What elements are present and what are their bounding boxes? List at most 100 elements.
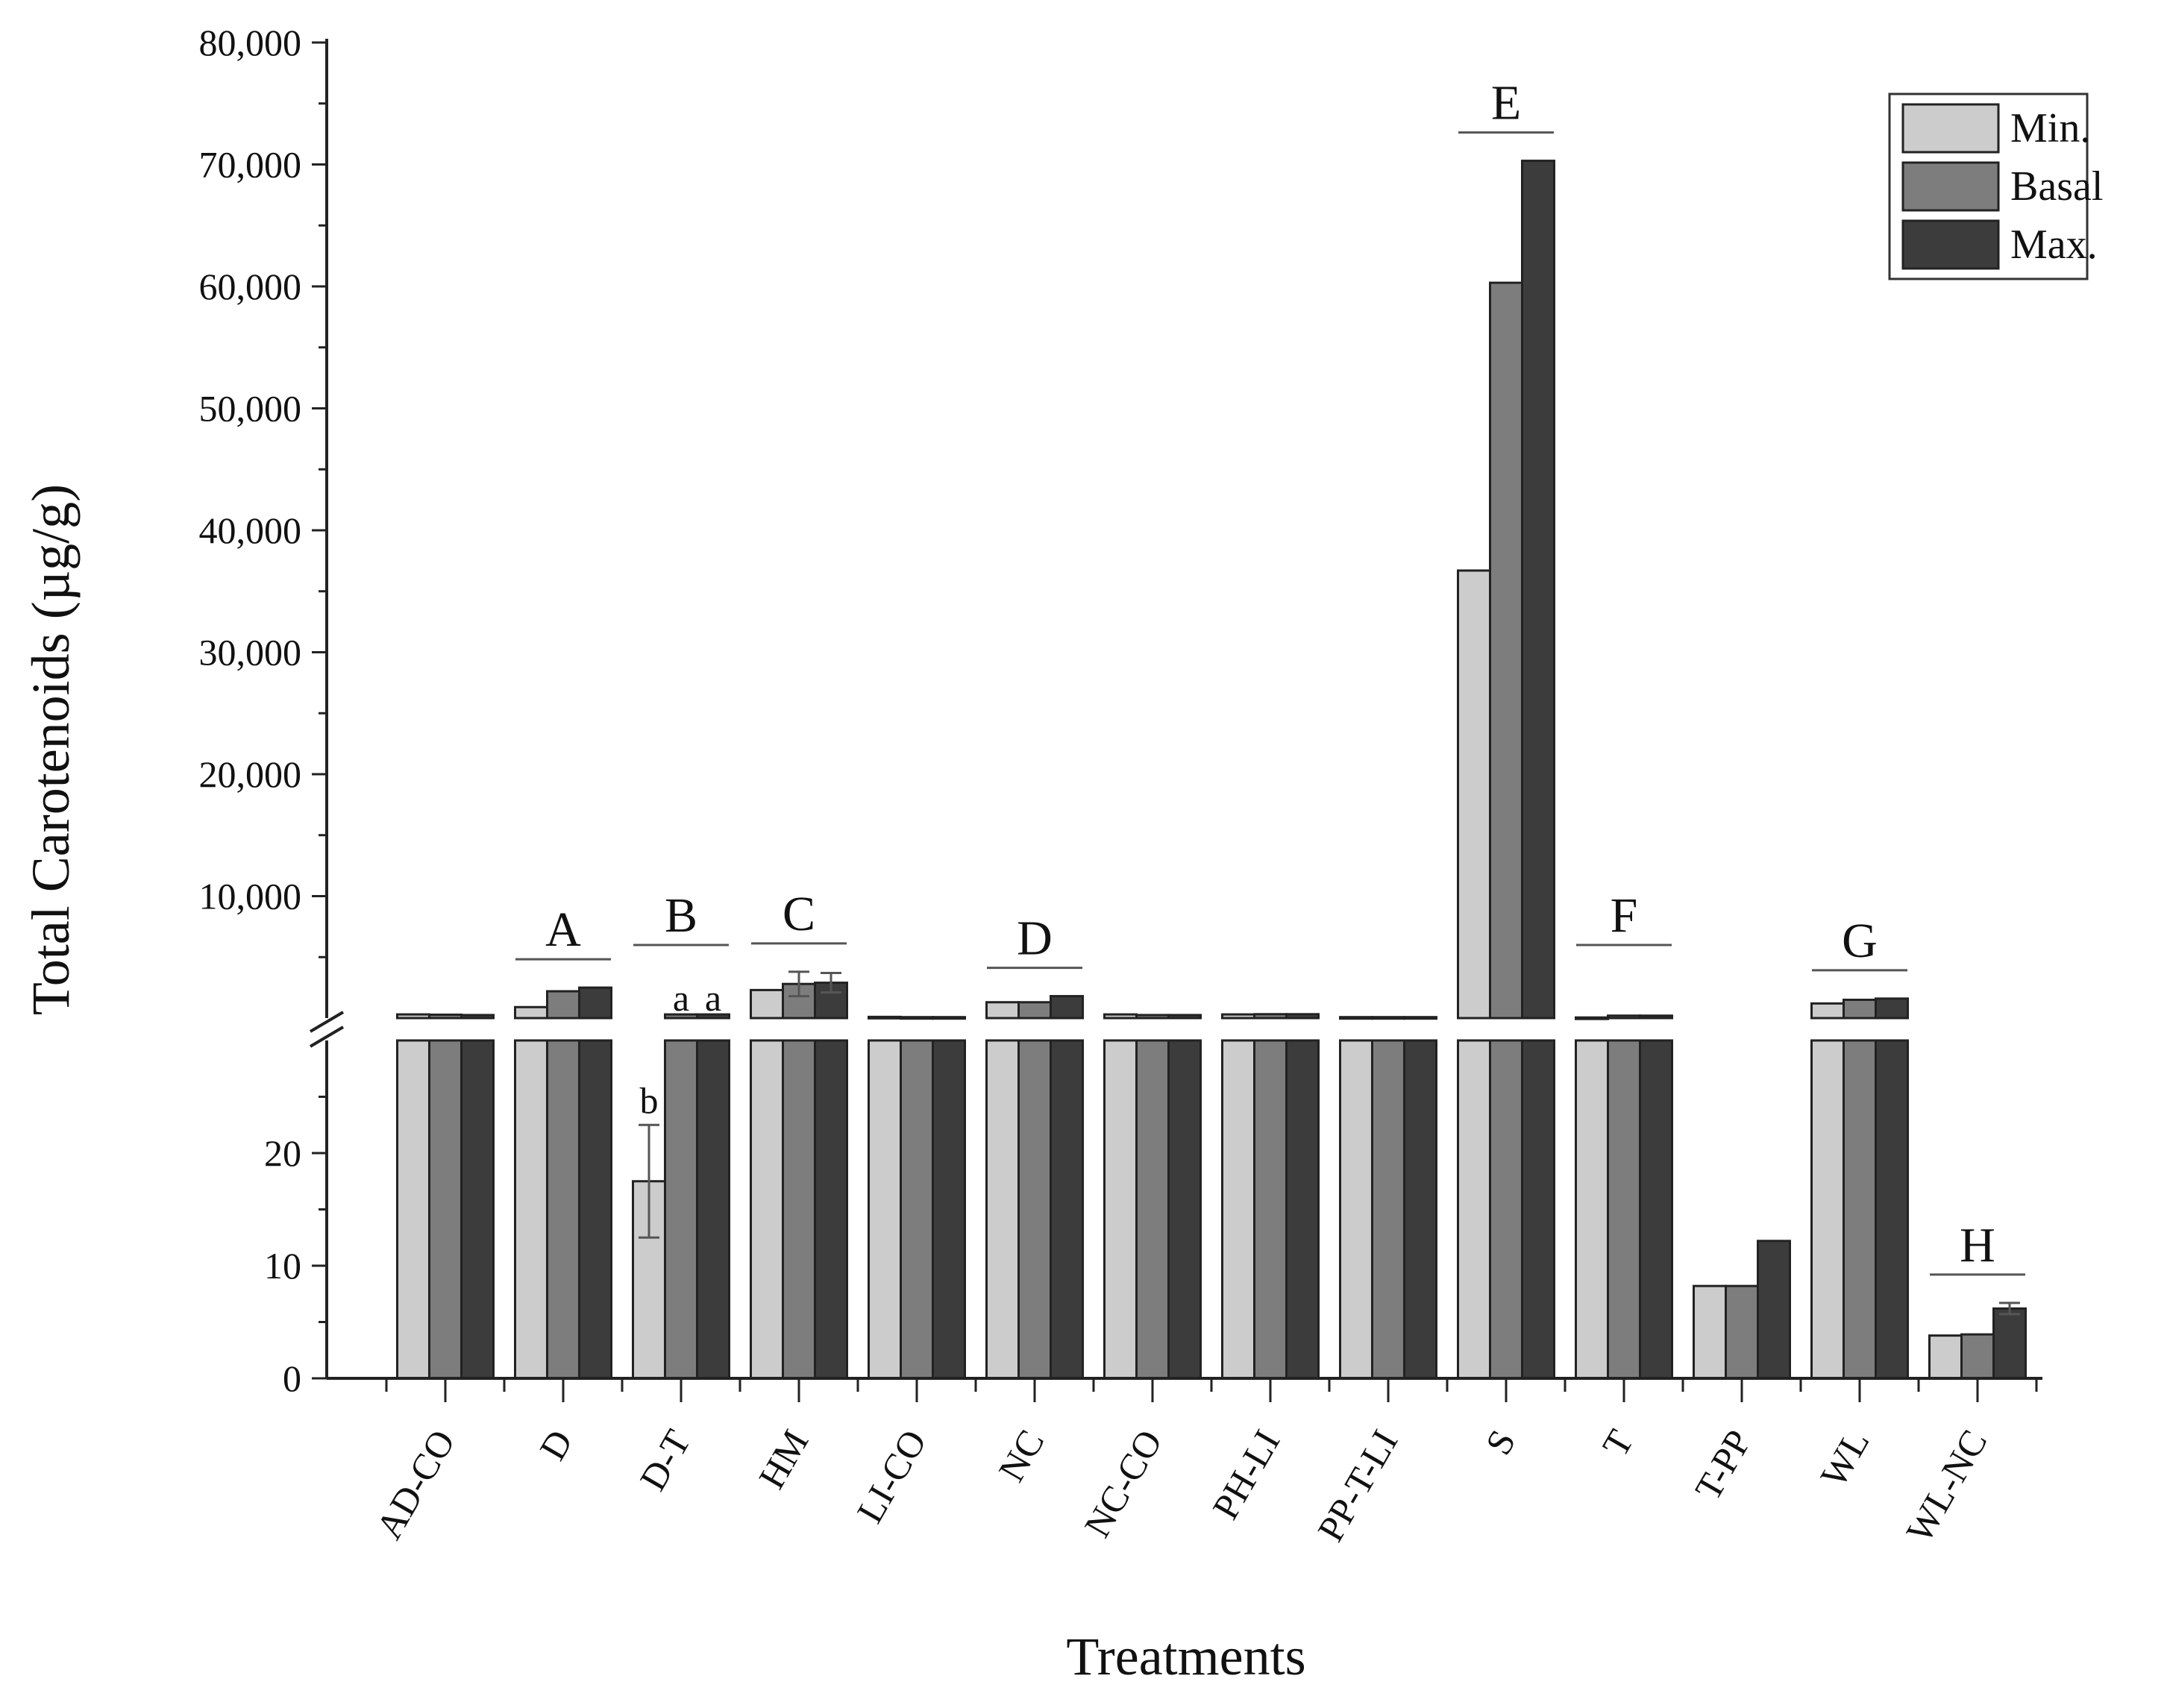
bar-pp-t-li-basal-upper <box>1371 1016 1405 1020</box>
y-tick-label: 70,000 <box>199 144 302 186</box>
y-tick-label: 40,000 <box>199 509 302 551</box>
legend-label: Basal <box>2010 163 2103 210</box>
legend-swatch <box>1901 161 2000 212</box>
legend-item-min: Min. <box>1901 103 2090 154</box>
bar-s-basal-lower <box>1489 1039 1523 1380</box>
bar-d-max-lower <box>578 1039 612 1380</box>
group-annotation-E: E <box>1458 76 1554 134</box>
bar-nc-max-lower <box>1050 1039 1084 1380</box>
y-tick-label: 0 <box>283 1357 301 1399</box>
group-annotation-D: D <box>987 911 1082 970</box>
x-tick-label: D-T <box>631 1423 698 1498</box>
x-tick-label: NC-CO <box>1076 1423 1170 1545</box>
error-bar-hm-1 <box>788 970 809 998</box>
bar-d-min-upper <box>514 1005 548 1020</box>
y-tick-label: 30,000 <box>199 632 302 674</box>
x-tick-label: WL-NC <box>1898 1423 1995 1550</box>
bar-d-max-upper <box>578 986 612 1020</box>
bar-wl-max-upper <box>1875 997 1909 1020</box>
bar-d-basal-lower <box>546 1039 580 1380</box>
x-tick-label: WL <box>1812 1423 1877 1494</box>
legend-item-max: Max. <box>1901 219 2098 270</box>
bar-ad-co-basal-lower <box>428 1039 462 1380</box>
bar-hm-min-upper <box>750 988 784 1020</box>
break-mark-top <box>309 1011 345 1033</box>
y-tick-label: 10,000 <box>199 876 302 917</box>
bar-t-min-lower <box>1575 1039 1609 1380</box>
bar-d-t-max-upper <box>696 1013 730 1020</box>
bar-s-min-upper <box>1457 569 1491 1020</box>
bar-pp-t-li-basal-lower <box>1371 1039 1405 1380</box>
y-axis-title: Total Carotenoids (µg/g) <box>21 484 81 1015</box>
bars-layer <box>396 160 2027 1380</box>
bar-pp-t-li-min-lower <box>1339 1039 1373 1380</box>
bar-nc-co-basal-lower <box>1135 1039 1170 1380</box>
bar-ph-li-basal-lower <box>1253 1039 1288 1380</box>
bar-t-basal-lower <box>1607 1039 1641 1380</box>
significance-letter: a <box>673 977 689 1019</box>
bar-d-t-max-lower <box>696 1039 730 1380</box>
bar-hm-min-lower <box>750 1039 784 1380</box>
x-tick-label: LI-CO <box>848 1423 934 1530</box>
bar-s-max-upper <box>1521 160 1555 1020</box>
bar-ph-li-min-lower <box>1221 1039 1255 1380</box>
bar-s-min-lower <box>1457 1039 1491 1380</box>
legend: Min. Basal Max. <box>1888 92 2103 280</box>
bar-t-max-lower <box>1639 1039 1673 1380</box>
y-tick-label: 10 <box>264 1245 301 1287</box>
x-tick-label: PP-T-LI <box>1309 1423 1406 1548</box>
bar-s-max-lower <box>1521 1039 1555 1380</box>
bar-pp-t-li-max-lower <box>1403 1039 1437 1380</box>
legend-label: Max. <box>2010 222 2098 268</box>
x-tick-label: D <box>531 1423 581 1467</box>
x-tick-label: HM <box>750 1423 817 1496</box>
bar-ad-co-basal-upper <box>428 1013 462 1020</box>
bar-wl-basal-lower <box>1843 1039 1877 1380</box>
legend-swatch <box>1901 103 2000 154</box>
bar-pp-t-li-min-upper <box>1339 1016 1373 1020</box>
bar-t-pp-max <box>1757 1240 1791 1380</box>
bar-li-co-min-upper <box>868 1015 902 1020</box>
bar-d-min-lower <box>514 1039 548 1380</box>
bar-li-co-min-lower <box>868 1039 902 1380</box>
bar-nc-co-max-lower <box>1167 1039 1202 1380</box>
bar-ph-li-max-lower <box>1285 1039 1320 1380</box>
axes-layer: 10,000 20,000 30,000 40,000 50,000 60,000 70,0… <box>21 22 2044 1686</box>
bar-li-co-basal-lower <box>900 1039 934 1380</box>
bar-nc-co-max-upper <box>1167 1014 1202 1020</box>
y-tick-label: 20,000 <box>199 753 302 795</box>
bar-ad-co-max-lower <box>460 1039 495 1380</box>
y-tick-label: 60,000 <box>199 266 302 307</box>
error-bar-hm-2 <box>821 972 841 994</box>
annotations-layer: A B C D E F G Hb a a <box>515 76 2025 1316</box>
bar-nc-min-upper <box>985 1001 1020 1020</box>
bar-d-t-basal-lower <box>664 1039 698 1380</box>
group-letter: H <box>1960 1218 1995 1272</box>
bar-t-basal-upper <box>1607 1014 1641 1020</box>
group-annotation-B: B <box>633 888 729 946</box>
bar-li-co-basal-upper <box>900 1016 934 1020</box>
bar-t-min-upper <box>1575 1016 1609 1020</box>
group-annotation-C: C <box>751 887 847 945</box>
axis-break-gap <box>328 1020 2044 1038</box>
bar-pp-t-li-max-upper <box>1403 1016 1437 1020</box>
bar-nc-min-lower <box>985 1039 1020 1380</box>
bar-hm-basal-lower <box>782 1039 816 1380</box>
break-mark-bottom <box>309 1026 345 1048</box>
error-bar-d-t-0 <box>639 1123 659 1239</box>
bar-wl-basal-upper <box>1843 998 1877 1020</box>
bar-ph-li-min-upper <box>1221 1013 1255 1020</box>
bar-wl-nc-min <box>1928 1334 1963 1380</box>
bar-wl-nc-max <box>1992 1307 2027 1380</box>
group-annotation-H: H <box>1930 1218 2025 1276</box>
bar-wl-min-lower <box>1810 1039 1845 1380</box>
group-letter: E <box>1491 76 1521 131</box>
bar-ph-li-basal-upper <box>1253 1013 1288 1020</box>
error-bar-wl-nc-3 <box>1999 1302 2020 1316</box>
y-tick-label: 80,000 <box>199 22 302 63</box>
bar-nc-co-min-lower <box>1103 1039 1138 1380</box>
bar-li-co-max-lower <box>932 1039 966 1380</box>
bar-s-basal-upper <box>1489 281 1523 1020</box>
